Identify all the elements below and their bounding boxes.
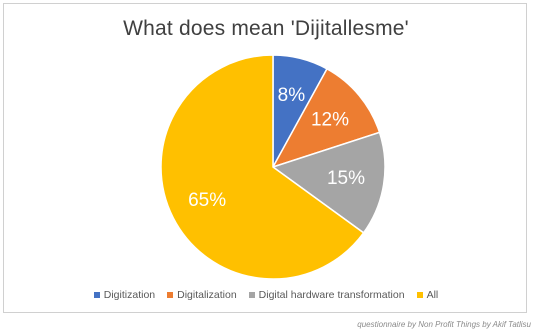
chart-legend: Digitization Digitalization Digital hardwa… <box>4 289 528 301</box>
pie-slice-digital-hardware-transformation <box>271 131 386 234</box>
pie-slice-all <box>160 54 365 280</box>
chart-frame: What does mean 'Dijitallesme' 8% 12% 15% 65… <box>3 3 527 313</box>
legend-label-digital-hardware-transformation: Digital hardware transformation <box>258 289 405 301</box>
data-label-digitalization: 12% <box>311 109 349 130</box>
source-caption: questionnaire by Non Profit Things by Ak… <box>357 320 531 329</box>
legend-label-digitization: Digitization <box>103 289 156 301</box>
legend-swatch-digitalization <box>167 292 174 298</box>
pie-chart: 8%12% 15% 65% <box>160 54 386 280</box>
legend-swatch-all <box>416 292 423 298</box>
legend-label-digitalization: Digitalization <box>177 289 237 301</box>
data-label-digital-hardware-transformation: 15% <box>327 168 365 189</box>
pie-slice-digitalization <box>271 67 381 169</box>
legend-label-all: All <box>426 289 439 301</box>
legend-swatch-digitization <box>93 292 100 298</box>
data-label-all: 65% <box>188 190 226 211</box>
chart-title: What does mean 'Dijitallesme' <box>123 17 409 40</box>
legend-item-digitalization: Digitalization <box>167 289 237 301</box>
legend-swatch-digital-hardware-transformation <box>248 292 255 298</box>
legend-item-all: All <box>416 289 439 301</box>
data-label-digitization: 8% <box>278 85 306 106</box>
legend-item-digital-hardware-transformation: Digital hardware transformation <box>248 289 405 301</box>
legend-item-digitization: Digitization <box>93 289 156 301</box>
